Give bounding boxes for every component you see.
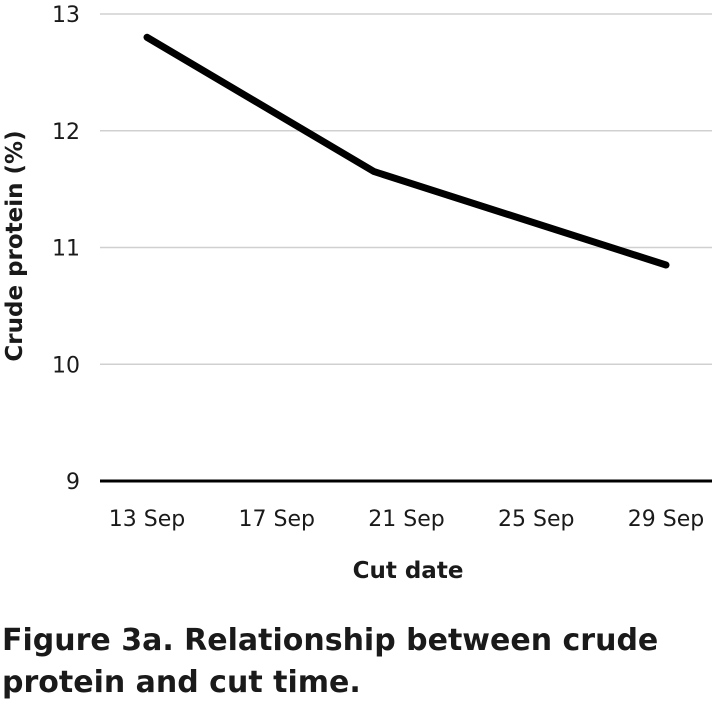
x-tick-label: 29 Sep (628, 507, 704, 532)
line-chart: 9 10 11 12 13 13 Sep 17 Sep 21 Sep 25 Sep 29 Sep… (2, 3, 712, 584)
y-tick-label: 11 (52, 237, 80, 262)
y-tick-label: 10 (52, 353, 80, 378)
y-tick-label: 13 (52, 3, 80, 28)
series-line (143, 33, 670, 269)
series-group (143, 33, 670, 269)
y-tick-labels: 9 10 11 12 13 (52, 3, 80, 495)
y-tick-label: 12 (52, 120, 80, 145)
gridlines (100, 13, 712, 483)
x-tick-label: 13 Sep (109, 507, 185, 532)
x-tick-label: 25 Sep (498, 507, 574, 532)
y-axis-title: Crude protein (%) (2, 130, 28, 361)
x-tick-label: 21 Sep (368, 507, 444, 532)
figure-caption: Figure 3a. Relationship between crude pr… (2, 623, 659, 700)
x-axis-title: Cut date (353, 558, 464, 584)
y-tick-label: 9 (66, 470, 80, 495)
x-tick-labels: 13 Sep 17 Sep 21 Sep 25 Sep 29 Sep (109, 507, 704, 532)
x-tick-label: 17 Sep (239, 507, 315, 532)
